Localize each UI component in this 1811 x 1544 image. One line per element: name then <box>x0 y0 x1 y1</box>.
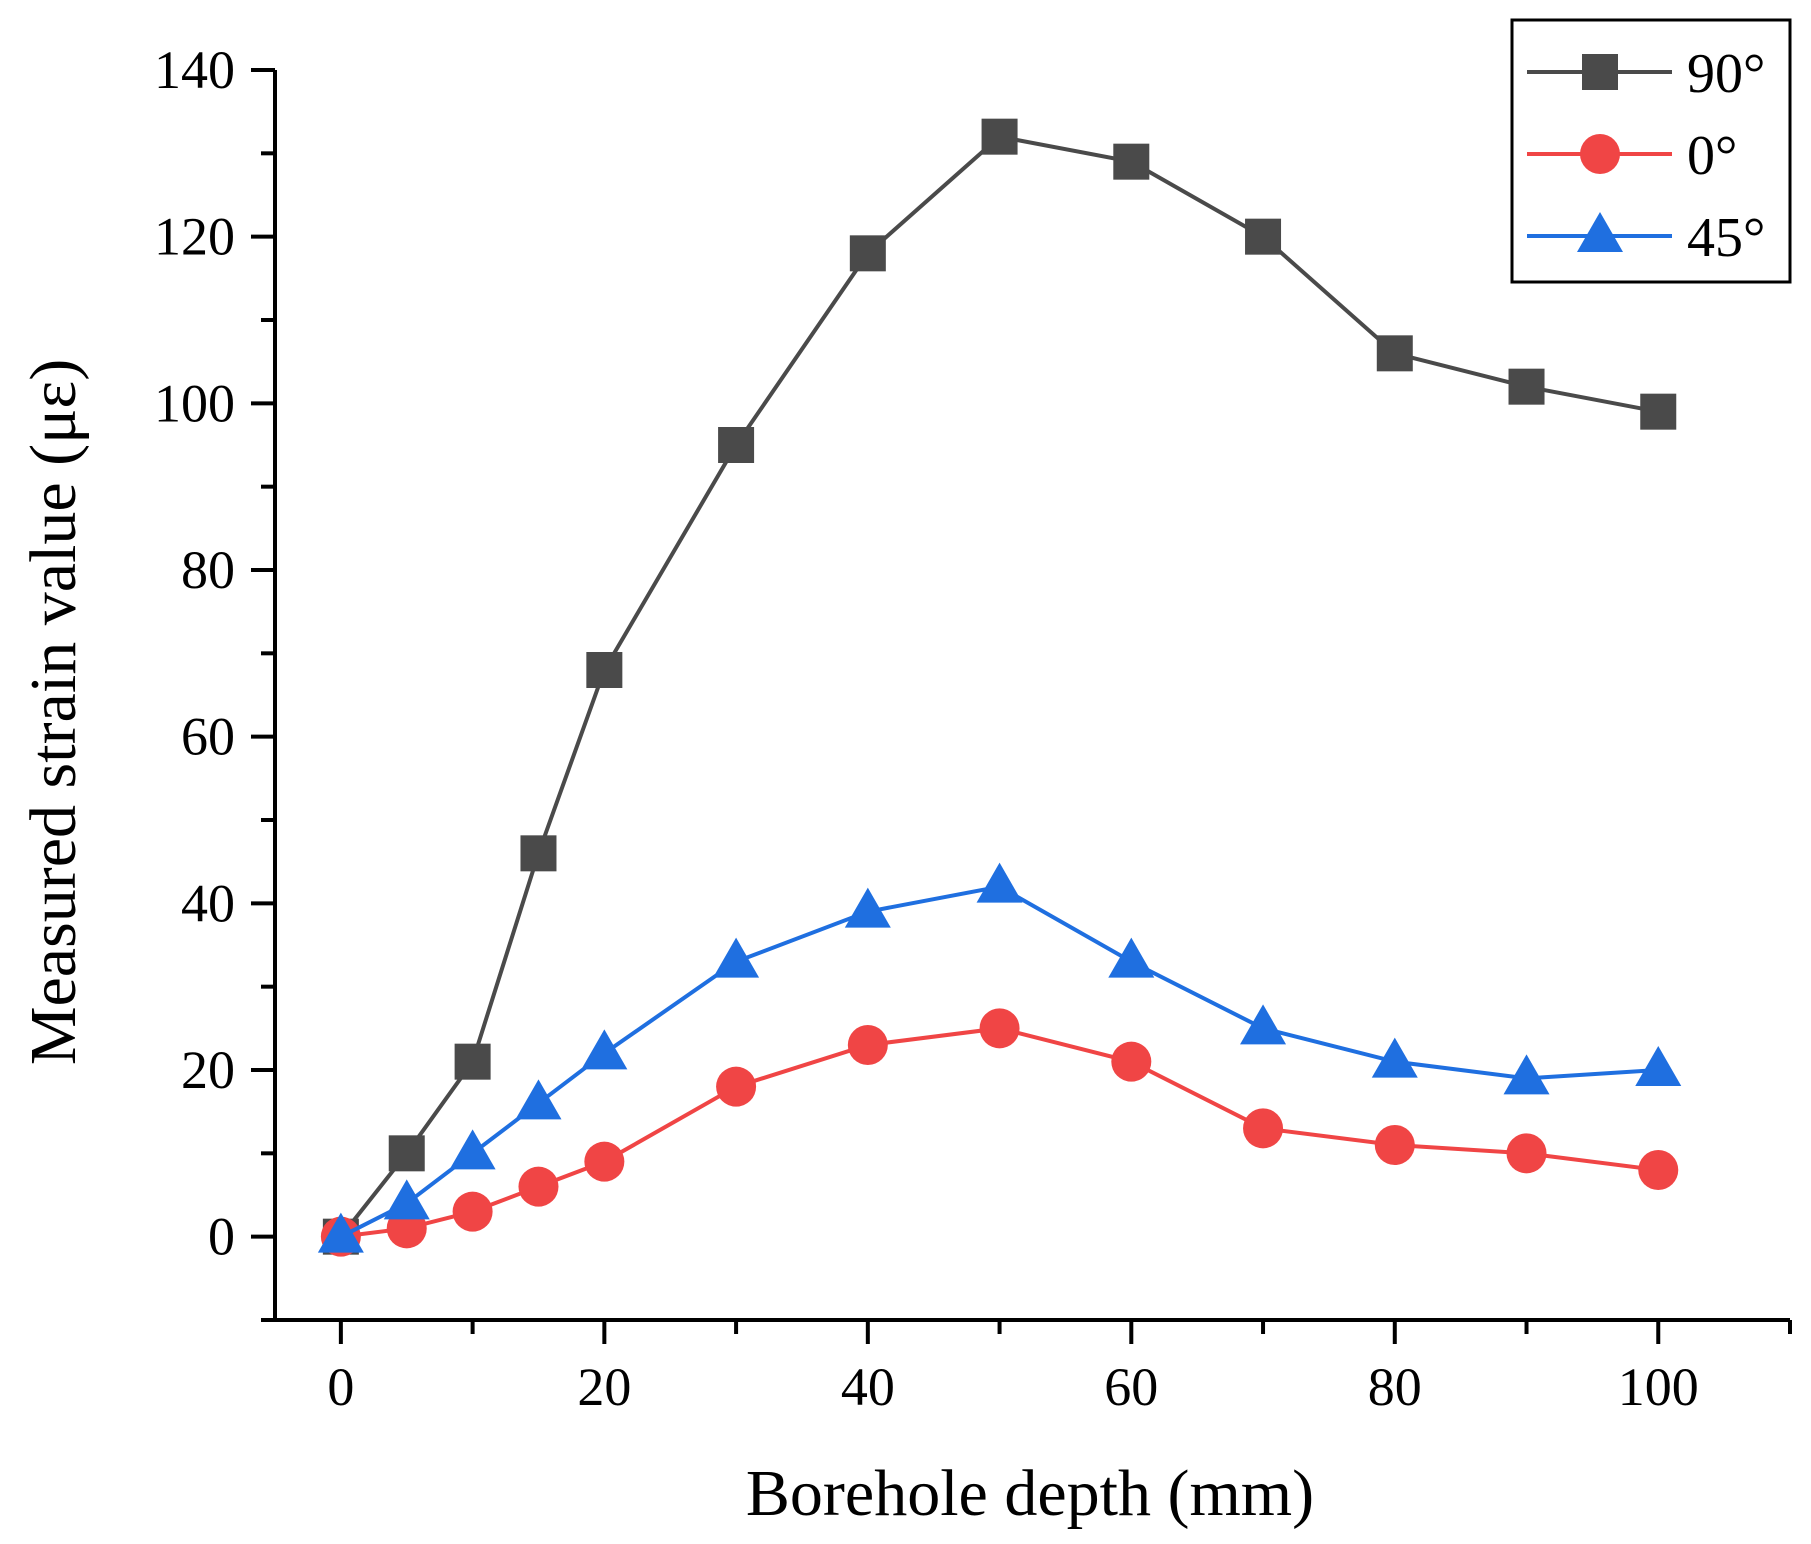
y-tick-label: 60 <box>181 707 235 767</box>
series-square <box>322 118 1677 1255</box>
data-point <box>1108 937 1155 978</box>
y-axis-title: Measured strain value (με) <box>17 359 90 1065</box>
legend-label: 90° <box>1687 43 1765 105</box>
data-point <box>1240 1004 1287 1045</box>
legend: 90° 0° 45° <box>1510 18 1792 284</box>
x-tick-label: 80 <box>1368 1357 1422 1417</box>
data-point <box>586 652 623 688</box>
data-point <box>520 835 557 872</box>
data-point <box>388 1135 425 1172</box>
data-point <box>515 1079 562 1120</box>
x-tick-label: 40 <box>841 1357 895 1417</box>
data-point <box>1638 1150 1679 1190</box>
data-point <box>1243 1108 1284 1149</box>
y-tick-label: 20 <box>181 1040 235 1100</box>
data-point <box>1640 393 1677 430</box>
x-tick-label: 0 <box>327 1357 354 1417</box>
data-point <box>1635 1046 1682 1086</box>
y-tick-label: 140 <box>154 40 235 100</box>
x-axis-title: Borehole depth (mm) <box>746 1457 1314 1530</box>
data-point <box>383 1179 430 1220</box>
series-layer <box>317 118 1682 1257</box>
data-point <box>979 1008 1020 1049</box>
x-tick-label: 20 <box>577 1357 631 1417</box>
legend-marker <box>1577 212 1623 252</box>
axes: 0 20 40 60 80 100 0 20 40 60 80 100 120 140 <box>154 40 1792 1417</box>
data-point <box>981 118 1018 155</box>
legend-entry: 90° <box>1527 43 1765 105</box>
data-point <box>1111 1041 1152 1082</box>
data-point <box>584 1141 625 1182</box>
data-point <box>1506 1133 1547 1174</box>
legend-entry: 45° <box>1527 207 1765 269</box>
data-point <box>713 937 760 978</box>
data-point <box>718 427 755 463</box>
data-point <box>1503 1054 1550 1095</box>
data-point <box>449 1129 496 1170</box>
legend-box <box>1510 18 1792 284</box>
x-tick-label: 60 <box>1104 1357 1158 1417</box>
series-circle <box>320 1008 1679 1257</box>
data-point <box>716 1066 757 1107</box>
data-point <box>581 1029 628 1070</box>
data-point <box>518 1166 559 1207</box>
legend-marker <box>1580 134 1620 174</box>
legend-entry: 0° <box>1527 125 1737 187</box>
data-point <box>454 1043 491 1080</box>
y-tick-label: 120 <box>154 207 235 267</box>
data-point <box>849 235 886 272</box>
data-point <box>844 887 891 928</box>
legend-marker <box>1582 54 1618 90</box>
y-tick-label: 100 <box>154 373 235 433</box>
series-triangle <box>317 862 1682 1253</box>
data-point <box>1376 335 1413 372</box>
data-point <box>1371 1037 1418 1078</box>
data-point <box>1113 143 1150 180</box>
data-point <box>452 1191 493 1232</box>
data-point <box>1508 368 1545 405</box>
data-point <box>976 862 1023 903</box>
legend-label: 0° <box>1687 125 1737 187</box>
data-point <box>1374 1125 1415 1165</box>
x-tick-label: 100 <box>1618 1357 1699 1417</box>
y-tick-label: 0 <box>208 1207 235 1267</box>
y-tick-label: 80 <box>181 540 235 600</box>
data-point <box>1245 218 1282 255</box>
legend-label: 45° <box>1687 207 1765 269</box>
data-point <box>317 1212 364 1253</box>
y-tick-label: 40 <box>181 873 235 933</box>
data-point <box>847 1025 888 1065</box>
